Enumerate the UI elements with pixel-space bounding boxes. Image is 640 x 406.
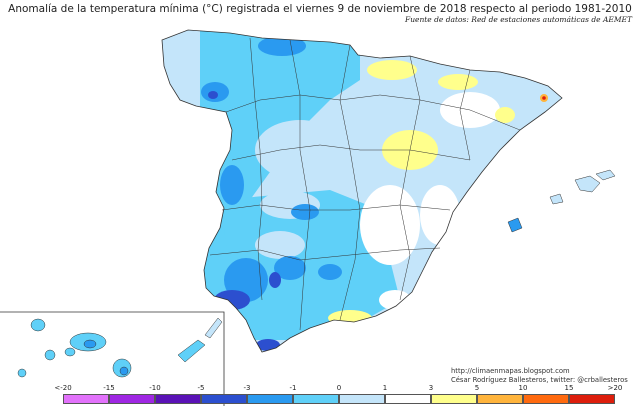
credit-author: César Rodríguez Ballesteros, twitter: @c…: [451, 376, 628, 384]
legend-swatch-3: [201, 394, 247, 404]
legend-tick: 15: [564, 384, 574, 392]
legend-swatch-4: [247, 394, 293, 404]
legend-tick: 3: [428, 384, 434, 392]
legend-swatch-6: [339, 394, 385, 404]
legend-swatch-7: [385, 394, 431, 404]
legend-swatch-0: [63, 394, 109, 404]
legend-swatch-9: [477, 394, 523, 404]
data-source-note: Fuente de datos: Red de estaciones autom…: [404, 15, 632, 24]
peninsula: [161, 29, 563, 353]
legend-swatch-5: [293, 394, 339, 404]
legend-tick: -3: [243, 384, 251, 392]
canary-islands: [17, 317, 223, 378]
legend-swatch-1: [109, 394, 155, 404]
legend-tick: 10: [518, 384, 528, 392]
legend-tick: 5: [474, 384, 480, 392]
legend-swatch-10: [523, 394, 569, 404]
legend-tick: 0: [336, 384, 342, 392]
canary-inset-frame: [0, 311, 225, 406]
zone-southwest: [220, 190, 400, 340]
balearic-islands: [507, 169, 616, 233]
legend-swatch-2: [155, 394, 201, 404]
province-borders: [209, 37, 521, 331]
legend-swatch-11: [569, 394, 615, 404]
legend-tick: -15: [103, 384, 115, 392]
legend-swatch-8: [431, 394, 477, 404]
legend-tick: >20: [607, 384, 623, 392]
legend-tick: -5: [197, 384, 205, 392]
map-title: Anomalía de la temperatura mínima (°C) r…: [8, 3, 632, 15]
credit-url: http://climaenmapas.blogspot.com: [451, 367, 570, 375]
legend-tick: 1: [382, 384, 388, 392]
legend-tick: <-20: [54, 384, 72, 392]
legend-tick: -1: [289, 384, 297, 392]
legend-tick: -10: [149, 384, 161, 392]
